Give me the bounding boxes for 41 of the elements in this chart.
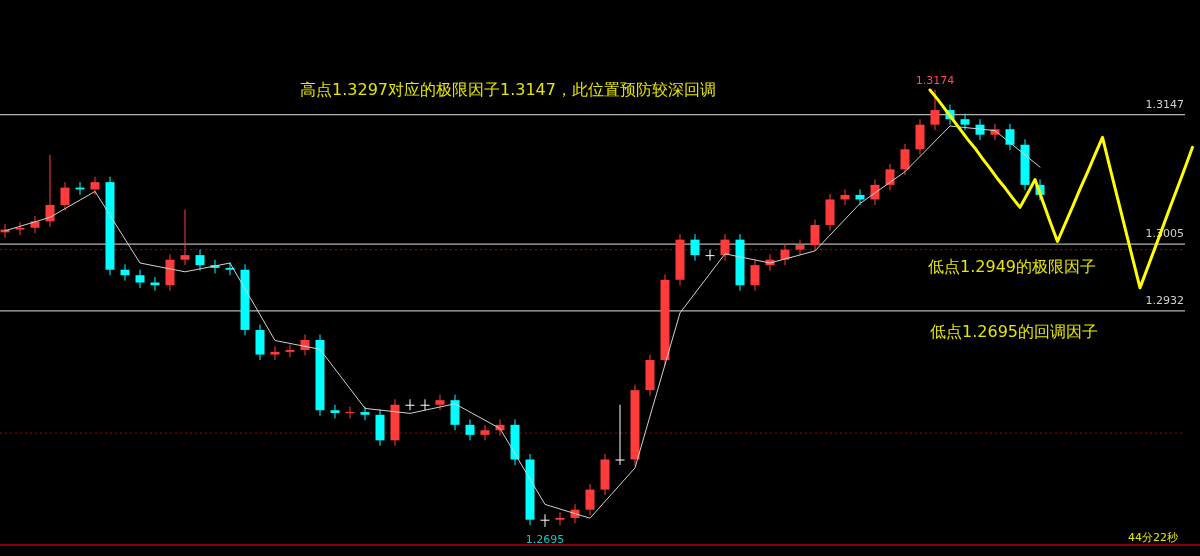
candlestick [900,143,910,176]
candlestick [345,406,355,419]
candlestick [615,404,625,466]
candlestick [360,406,370,421]
ref-line-label: 1.2932 [1145,293,1184,307]
ref-line-label: 1.3147 [1145,97,1184,111]
candlestick [690,233,700,262]
candlestick [480,424,490,441]
candlestick [720,233,730,262]
candlestick [555,511,565,526]
candlestick [195,249,205,272]
annotation: 44分22秒 [1128,531,1178,544]
candlestick [540,513,550,528]
annotation: 1.3174 [915,74,955,87]
candlestick [585,483,595,516]
candlestick [270,345,280,361]
candlestick [330,404,340,419]
candlestick [150,276,160,292]
candlestick [810,219,820,252]
candlestick [750,259,760,292]
candlestick [435,394,445,411]
candlestick [180,209,190,266]
candlestick [60,181,70,211]
candlestick [285,344,295,358]
annotation: 低点1.2695的回调因子 [930,322,1098,341]
candlestick [420,398,430,411]
candlestick [1005,123,1015,151]
candlestick [930,89,940,131]
candlestick [465,418,475,441]
annotation: 1.2695 [525,533,565,546]
candlestick [405,398,415,411]
candlestick [135,269,145,289]
candlestick [960,113,970,131]
annotation: 低点1.2949的极限因子 [928,257,1096,276]
candlestick [15,221,25,236]
candlestick [885,163,895,191]
candlestick [705,249,715,262]
annotation: 高点1.3297对应的极限因子1.3147，此位置预防较深回调 [300,80,716,99]
candlestick [120,263,130,282]
candlestick [90,176,100,196]
candlestick [795,239,805,256]
